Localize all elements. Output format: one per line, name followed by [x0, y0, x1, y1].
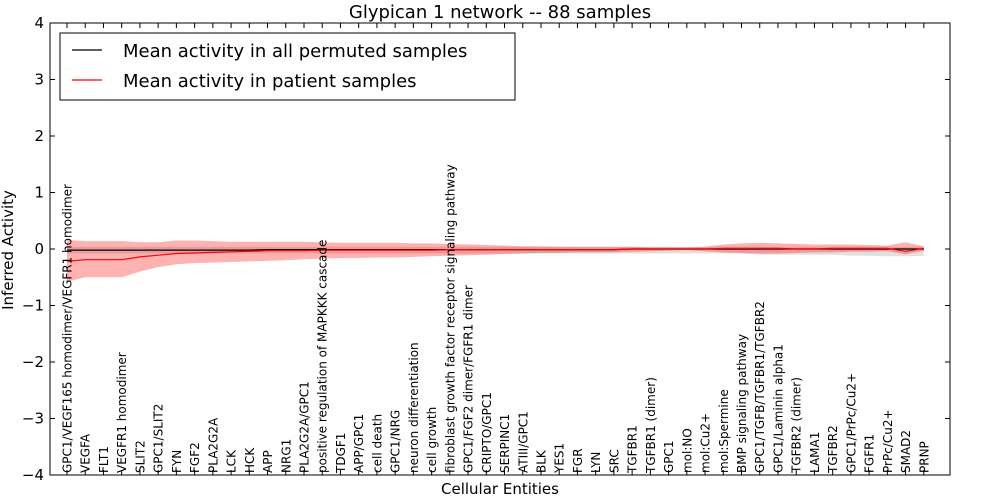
y-axis-label: Inferred Activity [0, 190, 17, 310]
plot-area [66, 240, 924, 282]
x-tick-label: BLK [535, 449, 549, 473]
legend-box [59, 32, 516, 101]
x-tick-label: SLIT2 [133, 440, 147, 473]
y-tick-label: −1 [22, 297, 44, 315]
x-tick-label: PRNP [917, 441, 931, 473]
x-tick-label: FGF2 [188, 442, 202, 473]
x-tick-label: NRG1 [279, 439, 293, 473]
y-tick-label: 2 [34, 127, 44, 145]
x-tick-label: BMP signaling pathway [735, 334, 749, 473]
x-tick-label: PrPc/Cu2+ [881, 409, 895, 473]
x-tick-label: cell death [370, 414, 384, 473]
y-tick-label: −3 [22, 410, 44, 428]
y-tick-label: 3 [34, 71, 44, 89]
x-tick-label: GPC1/SLIT2 [152, 404, 166, 473]
x-tick-label: HCK [243, 447, 257, 473]
x-tick-label: YES1 [553, 443, 567, 474]
y-tick-label: 1 [34, 184, 44, 202]
x-tick-label: TGFBR2 [826, 425, 840, 474]
x-tick-label: SRC [607, 449, 621, 473]
x-tick-label: PLA2G2A/GPC1 [298, 381, 312, 473]
x-tick-label: LYN [589, 452, 603, 473]
x-tick-label: ATIII/GPC1 [516, 411, 530, 473]
x-tick-label: mol:Spermine [717, 389, 731, 473]
x-tick-label: GPC1/Laminin alpha1 [772, 344, 786, 473]
y-tick-label: −4 [22, 466, 44, 484]
x-tick-label: SERPINC1 [498, 414, 512, 473]
x-tick-label: GPC1 [662, 440, 676, 473]
chart-title: Glypican 1 network -- 88 samples [349, 2, 651, 23]
x-tick-label: fibroblast growth factor receptor signal… [443, 164, 457, 473]
y-tick-label: 4 [34, 14, 44, 32]
x-tick-label: PLA2G2A [206, 417, 220, 473]
x-tick-label: VEGFR1 homodimer [115, 352, 129, 473]
y-tick-label: 0 [34, 240, 44, 258]
x-tick-label: TGFBR2 (dimer) [790, 377, 804, 474]
x-tick-label: positive regulation of MAPKKK cascade [316, 240, 330, 473]
x-tick-label: GPC1/VEGF165 homodimer/VEGFR1 homodimer [61, 184, 75, 473]
x-tick-label: mol:NO [680, 428, 694, 473]
x-tick-label: FGR [571, 448, 585, 473]
x-tick-label: FLT1 [97, 446, 111, 473]
x-tick-label: APP [261, 450, 275, 473]
x-tick-label: cell growth [425, 407, 439, 473]
x-tick-label: CRIPTO/GPC1 [480, 392, 494, 473]
x-tick-label: LCK [225, 449, 239, 473]
x-tick-label: TGFBR1 [626, 425, 640, 474]
x-tick-label: SMAD2 [899, 430, 913, 473]
legend-label-permuted: Mean activity in all permuted samples [123, 41, 467, 62]
x-tick-label: FGFR1 [863, 434, 877, 473]
x-axis-label: Cellular Entities [441, 480, 559, 498]
patient-range-band [67, 240, 924, 282]
x-tick-label: mol:Cu2+ [699, 413, 713, 473]
axes: 4 3 2 1 0 −1 −2 −3 −4 [22, 14, 950, 484]
legend-label-patient: Mean activity in patient samples [123, 71, 417, 92]
series-line-patient [66, 247, 924, 262]
x-tick-label: GPC1/TGFB/TGFBR1/TGFBR2 [753, 301, 767, 473]
x-tick-label: GPC1/NRG [389, 410, 403, 473]
y-tick-label: −2 [22, 353, 44, 371]
x-tick-label: LAMA1 [808, 432, 822, 473]
x-tick-label: TDGF1 [334, 433, 348, 474]
x-tick-label: FYN [170, 450, 184, 473]
x-tick-label: APP/GPC1 [352, 414, 366, 473]
x-tick-label: VEGFA [79, 433, 93, 473]
x-tick-label: GPC1/FGF2 dimer/FGFR1 dimer [462, 285, 476, 473]
x-tick-label: GPC1/PrPc/Cu2+ [844, 373, 858, 473]
x-tick-label: TGFBR1 (dimer) [644, 377, 658, 474]
category-labels: GPC1/VEGF165 homodimer/VEGFR1 homodimer V… [61, 164, 932, 474]
x-tick-label: neuron differentiation [407, 342, 421, 473]
legend: Mean activity in all permuted samples Me… [59, 32, 516, 101]
